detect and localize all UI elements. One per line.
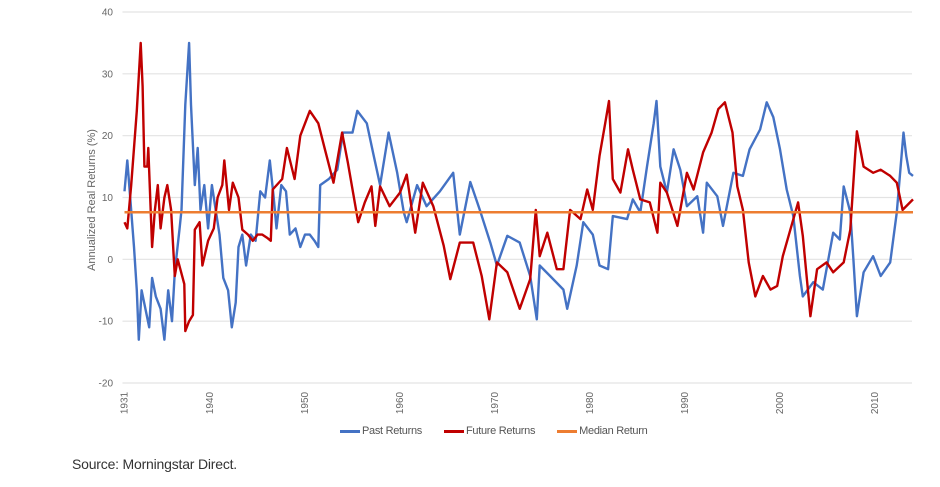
y-tick-label: 30: [102, 69, 114, 80]
x-tick-label: 1990: [680, 391, 691, 414]
x-tick-label: 2010: [870, 391, 881, 414]
y-tick-label: 10: [102, 193, 114, 204]
y-tick-label: 40: [102, 8, 114, 19]
y-axis-title: Annualized Real Returns (%): [86, 129, 98, 271]
legend-item-future[interactable]: Future Returns: [443, 425, 536, 437]
legend-label-median: Median Return: [579, 425, 648, 437]
y-tick-label: -20: [99, 379, 114, 390]
x-tick-label: 2000: [775, 391, 786, 414]
x-tick-label: 1970: [490, 391, 501, 414]
x-tick-label: 1950: [300, 391, 311, 414]
legend-item-median[interactable]: Median Return: [557, 425, 648, 437]
legend-label-past: Past Returns: [362, 425, 422, 437]
legend-swatch-past: [340, 429, 360, 433]
gridlines: [122, 11, 912, 384]
legend-label-future: Future Returns: [465, 425, 536, 437]
x-tick-label: 1980: [585, 391, 596, 414]
x-tick-label: 1931: [120, 391, 131, 414]
x-tick-label: 1940: [205, 391, 216, 414]
legend: Past Returns Future Returns Median Retur…: [340, 425, 648, 437]
y-axis-ticks: 40 30 20 10 0 -10 -20: [99, 8, 114, 390]
y-tick-label: 0: [107, 255, 113, 266]
past-returns-line: [123, 41, 914, 341]
legend-swatch-median: [557, 429, 578, 433]
x-axis-ticks: 1931 1940 1950 1960 1970 1980 1990 2000 2010: [120, 391, 882, 414]
legend-item-past[interactable]: Past Returns: [340, 425, 422, 437]
legend-swatch-future: [443, 429, 464, 433]
source-note: Source: Morningstar Direct.: [72, 456, 237, 472]
future-returns-line: [123, 41, 914, 333]
x-tick-label: 1960: [395, 391, 406, 414]
series-lines: [123, 41, 914, 341]
y-tick-label: -10: [99, 317, 114, 328]
y-tick-label: 20: [102, 131, 114, 142]
